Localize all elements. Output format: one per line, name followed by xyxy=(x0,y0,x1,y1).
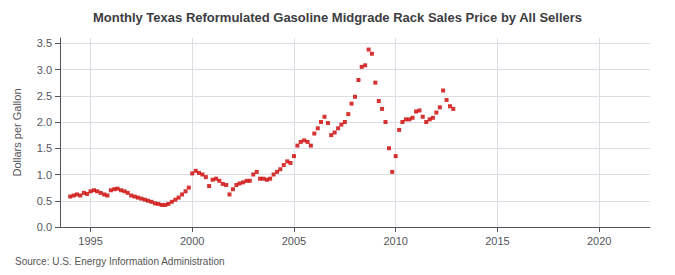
svg-text:Source: U.S. Energy Informatio: Source: U.S. Energy Information Administ… xyxy=(15,256,225,267)
svg-text:0.0: 0.0 xyxy=(37,221,52,233)
svg-text:3.0: 3.0 xyxy=(37,64,52,76)
svg-text:Monthly Texas Reformulated Gas: Monthly Texas Reformulated Gasoline Midg… xyxy=(93,10,582,25)
svg-text:2005: 2005 xyxy=(282,235,306,247)
svg-text:1.0: 1.0 xyxy=(37,169,52,181)
svg-text:1.5: 1.5 xyxy=(37,142,52,154)
svg-text:1995: 1995 xyxy=(78,235,102,247)
svg-text:2.5: 2.5 xyxy=(37,90,52,102)
svg-text:Dollars per Gallon: Dollars per Gallon xyxy=(11,88,23,176)
svg-text:0.5: 0.5 xyxy=(37,195,52,207)
svg-text:2000: 2000 xyxy=(180,235,204,247)
svg-text:2.0: 2.0 xyxy=(37,116,52,128)
svg-text:3.5: 3.5 xyxy=(37,37,52,49)
svg-text:2015: 2015 xyxy=(485,235,509,247)
svg-text:2020: 2020 xyxy=(587,235,611,247)
svg-text:2010: 2010 xyxy=(383,235,407,247)
